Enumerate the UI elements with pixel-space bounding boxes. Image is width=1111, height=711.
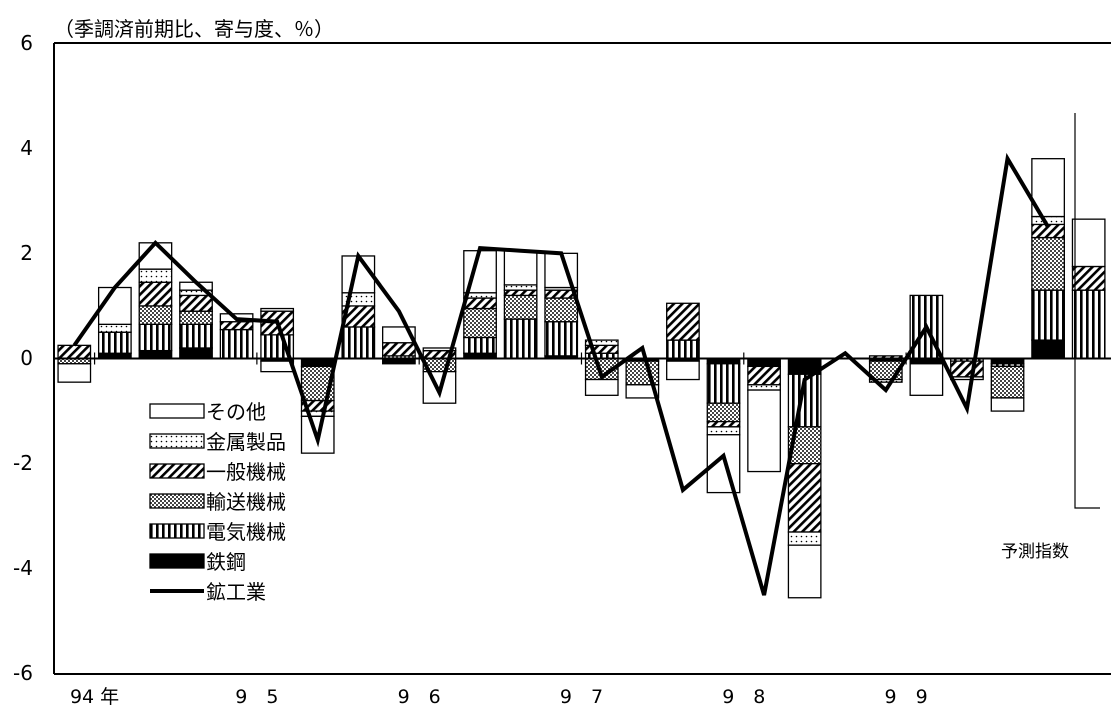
bar-segment-general (950, 360, 984, 378)
bar-segment-general (787, 463, 822, 533)
y-tick-label: -2 (13, 451, 33, 475)
bar-segment-electric (544, 321, 579, 357)
bar-segment-transport (1031, 236, 1065, 291)
bar-segment-general (747, 365, 781, 386)
chart-title: （季調済前期比、寄与度、％） (54, 17, 334, 41)
forecast-bracket-line (1074, 113, 1100, 509)
bar-segment-general (503, 289, 538, 297)
bar-segment-other (584, 378, 619, 396)
x-tick-label: 94 年 (70, 686, 119, 708)
bar-segment-transport (179, 310, 213, 325)
bar-segment-transport (990, 365, 1025, 399)
x-tick-label: 9 9 (884, 686, 927, 708)
bar-segment-metal (868, 378, 903, 383)
bar-segment-general (666, 302, 700, 341)
x-tick-label: 9 7 (560, 686, 603, 708)
bar-segment-general (382, 342, 416, 357)
bar-segment-metal (706, 426, 741, 436)
bar-segment-other (909, 363, 944, 396)
legend-swatch-metal (149, 433, 205, 449)
bar-segment-steel (179, 347, 213, 360)
y-tick-label: -6 (13, 661, 33, 685)
legend-label-electric: 電気機械 (206, 520, 286, 544)
bar-segment-metal (260, 307, 295, 312)
y-tick-label: 0 (20, 346, 33, 370)
bar-segment-general (219, 321, 254, 331)
mining-line (72, 152, 1050, 596)
bar-segment-other (57, 363, 92, 383)
y-tick-label: -4 (13, 556, 33, 580)
bar-segment-transport (706, 402, 741, 423)
legend-swatch-steel (149, 553, 205, 569)
bar-segment-steel (300, 357, 335, 368)
bar-segment-metal (97, 323, 132, 333)
bar-segment-electric (1031, 289, 1065, 341)
bar-segment-general (57, 344, 92, 360)
bar-segment-electric (1071, 289, 1106, 360)
bar-segment-general (706, 420, 741, 428)
bar-segment-metal (584, 339, 619, 347)
bar-segment-transport (463, 307, 497, 339)
legend-label-transport: 輸送機械 (206, 490, 286, 514)
bar-segment-metal (747, 384, 781, 391)
y-tick-label: 2 (20, 241, 33, 265)
bar-segment-steel (1031, 339, 1065, 360)
bar-segment-metal (950, 376, 984, 381)
bar-segment-metal (422, 347, 457, 352)
x-tick-label: 9 8 (722, 686, 765, 708)
y-axis-tick-labels: 6 4 2 0 -2 -4 -6 (13, 31, 33, 685)
bar-segment-transport (503, 294, 538, 320)
bar-segment-other (625, 384, 660, 399)
legend-swatch-electric (149, 523, 205, 539)
legend-label-metal: 金属製品 (206, 430, 286, 454)
bar-segment-metal (138, 268, 173, 283)
x-axis-tick-labels: 94 年 9 5 9 6 9 7 9 8 9 9 (70, 686, 928, 708)
bar-segment-electric (138, 323, 173, 352)
bar-segment-other (503, 250, 538, 286)
bar-segment-general (138, 281, 173, 307)
bar-segment-other (1071, 218, 1106, 268)
y-tick-label: 4 (20, 136, 33, 160)
legend-label-general: 一般機械 (206, 460, 286, 484)
bar-segment-electric (179, 323, 213, 349)
forecast-label: 予測指数 (1001, 542, 1069, 562)
bar-segment-electric (341, 326, 376, 360)
bar-segment-general (179, 294, 213, 312)
x-tick-label: 9 6 (398, 686, 441, 708)
bar-segment-electric (219, 328, 254, 360)
legend-label-mining: 鉱工業 (206, 580, 266, 604)
bar-segment-other (666, 360, 700, 381)
bar-segment-metal (787, 531, 822, 546)
bar-segment-steel (747, 357, 781, 368)
bar-segment-other (747, 389, 781, 473)
bar-segment-general (1071, 265, 1106, 291)
bar-segment-electric (463, 336, 497, 354)
bar-segment-electric (706, 363, 741, 404)
bar-segment-other (260, 360, 295, 373)
x-tick-label: 9 5 (235, 686, 278, 708)
legend-swatch-general (149, 463, 205, 479)
forecast-annotation: 予測指数 (1001, 113, 1100, 562)
bar-segment-general (463, 297, 497, 310)
legend-swatch-other (149, 403, 205, 419)
legend-swatch-transport (149, 493, 205, 509)
mining-line-series (72, 152, 1050, 596)
legend-label-other: その他 (206, 400, 266, 424)
bar-segment-other (787, 544, 822, 599)
bar-segment-other (990, 397, 1025, 412)
legend-label-steel: 鉄鋼 (206, 550, 246, 574)
bar-segment-steel (138, 349, 173, 360)
bar-segment-electric (97, 331, 132, 354)
bar-segment-transport (138, 305, 173, 325)
bar-segment-metal (503, 284, 538, 291)
bar-segment-transport (544, 297, 579, 323)
bar-segment-electric (666, 339, 700, 360)
bar-segment-electric (503, 318, 538, 360)
y-tick-label: 6 (20, 31, 33, 55)
